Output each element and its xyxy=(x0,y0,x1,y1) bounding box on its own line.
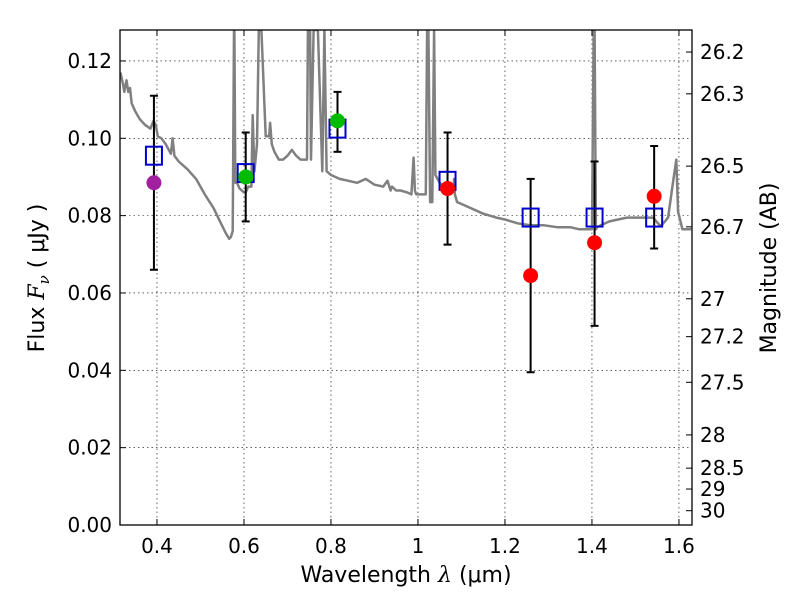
magnitude-tick-label: 26.2 xyxy=(700,40,745,64)
grid xyxy=(120,30,692,526)
x-tick-label: 1 xyxy=(412,534,425,558)
plot-frame xyxy=(119,29,693,526)
y-tick-label: 0.04 xyxy=(67,358,112,382)
magnitude-tick-label: 29 xyxy=(700,477,725,501)
model-sed xyxy=(120,30,692,241)
sed-line xyxy=(120,30,692,241)
model-band-fluxes xyxy=(144,118,664,228)
y-tick-label: 0.02 xyxy=(67,436,112,460)
x-tick-label: 1.4 xyxy=(576,534,608,558)
magnitude-tick-label: 26.3 xyxy=(700,82,745,106)
x-tick-label: 0.4 xyxy=(141,534,173,558)
magnitude-tick-label: 27.5 xyxy=(700,370,745,394)
y-axis-title: Flux Fν ( μJy ) xyxy=(25,204,53,353)
magnitude-axis-title: Magnitude (AB) xyxy=(757,183,782,354)
y-tick-label: 0.00 xyxy=(67,513,112,537)
magnitude-tick-label: 27 xyxy=(700,287,725,311)
observed-fluxes xyxy=(146,113,662,284)
x-tick-label: 1.2 xyxy=(489,534,521,558)
y-tick-label: 0.08 xyxy=(67,204,112,228)
observed-point xyxy=(646,188,662,204)
magnitude-tick-label: 28 xyxy=(700,423,725,447)
observed-point xyxy=(146,175,162,191)
y-tick-label: 0.06 xyxy=(67,281,112,305)
model-band-square xyxy=(144,145,163,166)
magnitude-tick-label: 26.5 xyxy=(700,154,745,178)
observed-point xyxy=(329,113,345,129)
observed-point xyxy=(238,169,254,185)
model-band-square xyxy=(645,207,664,228)
x-axis-title: Wavelength λ (μm) xyxy=(300,563,511,588)
model-band-square xyxy=(521,207,540,228)
model-band-square xyxy=(585,207,604,228)
magnitude-tick-label: 27.2 xyxy=(700,325,745,349)
x-tick-label: 1.6 xyxy=(663,534,695,558)
x-tick-label: 0.6 xyxy=(228,534,260,558)
observed-point xyxy=(587,235,603,251)
x-tick-label: 0.8 xyxy=(315,534,347,558)
y-tick-label: 0.12 xyxy=(67,49,112,73)
y-axis: 0.00 0.02 0.04 0.06 0.08 0.10 0.12 xyxy=(67,49,126,537)
plot-region xyxy=(120,30,692,374)
y-tick-label: 0.10 xyxy=(67,126,112,150)
x-axis: 0.4 0.6 0.8 1 1.2 1.4 1.6 xyxy=(141,30,695,558)
magnitude-tick-label: 26.7 xyxy=(700,215,745,239)
magnitude-tick-label: 30 xyxy=(700,499,725,523)
observed-point xyxy=(440,181,456,197)
observed-point xyxy=(523,268,539,284)
magnitude-tick-label: 28.5 xyxy=(700,456,745,480)
